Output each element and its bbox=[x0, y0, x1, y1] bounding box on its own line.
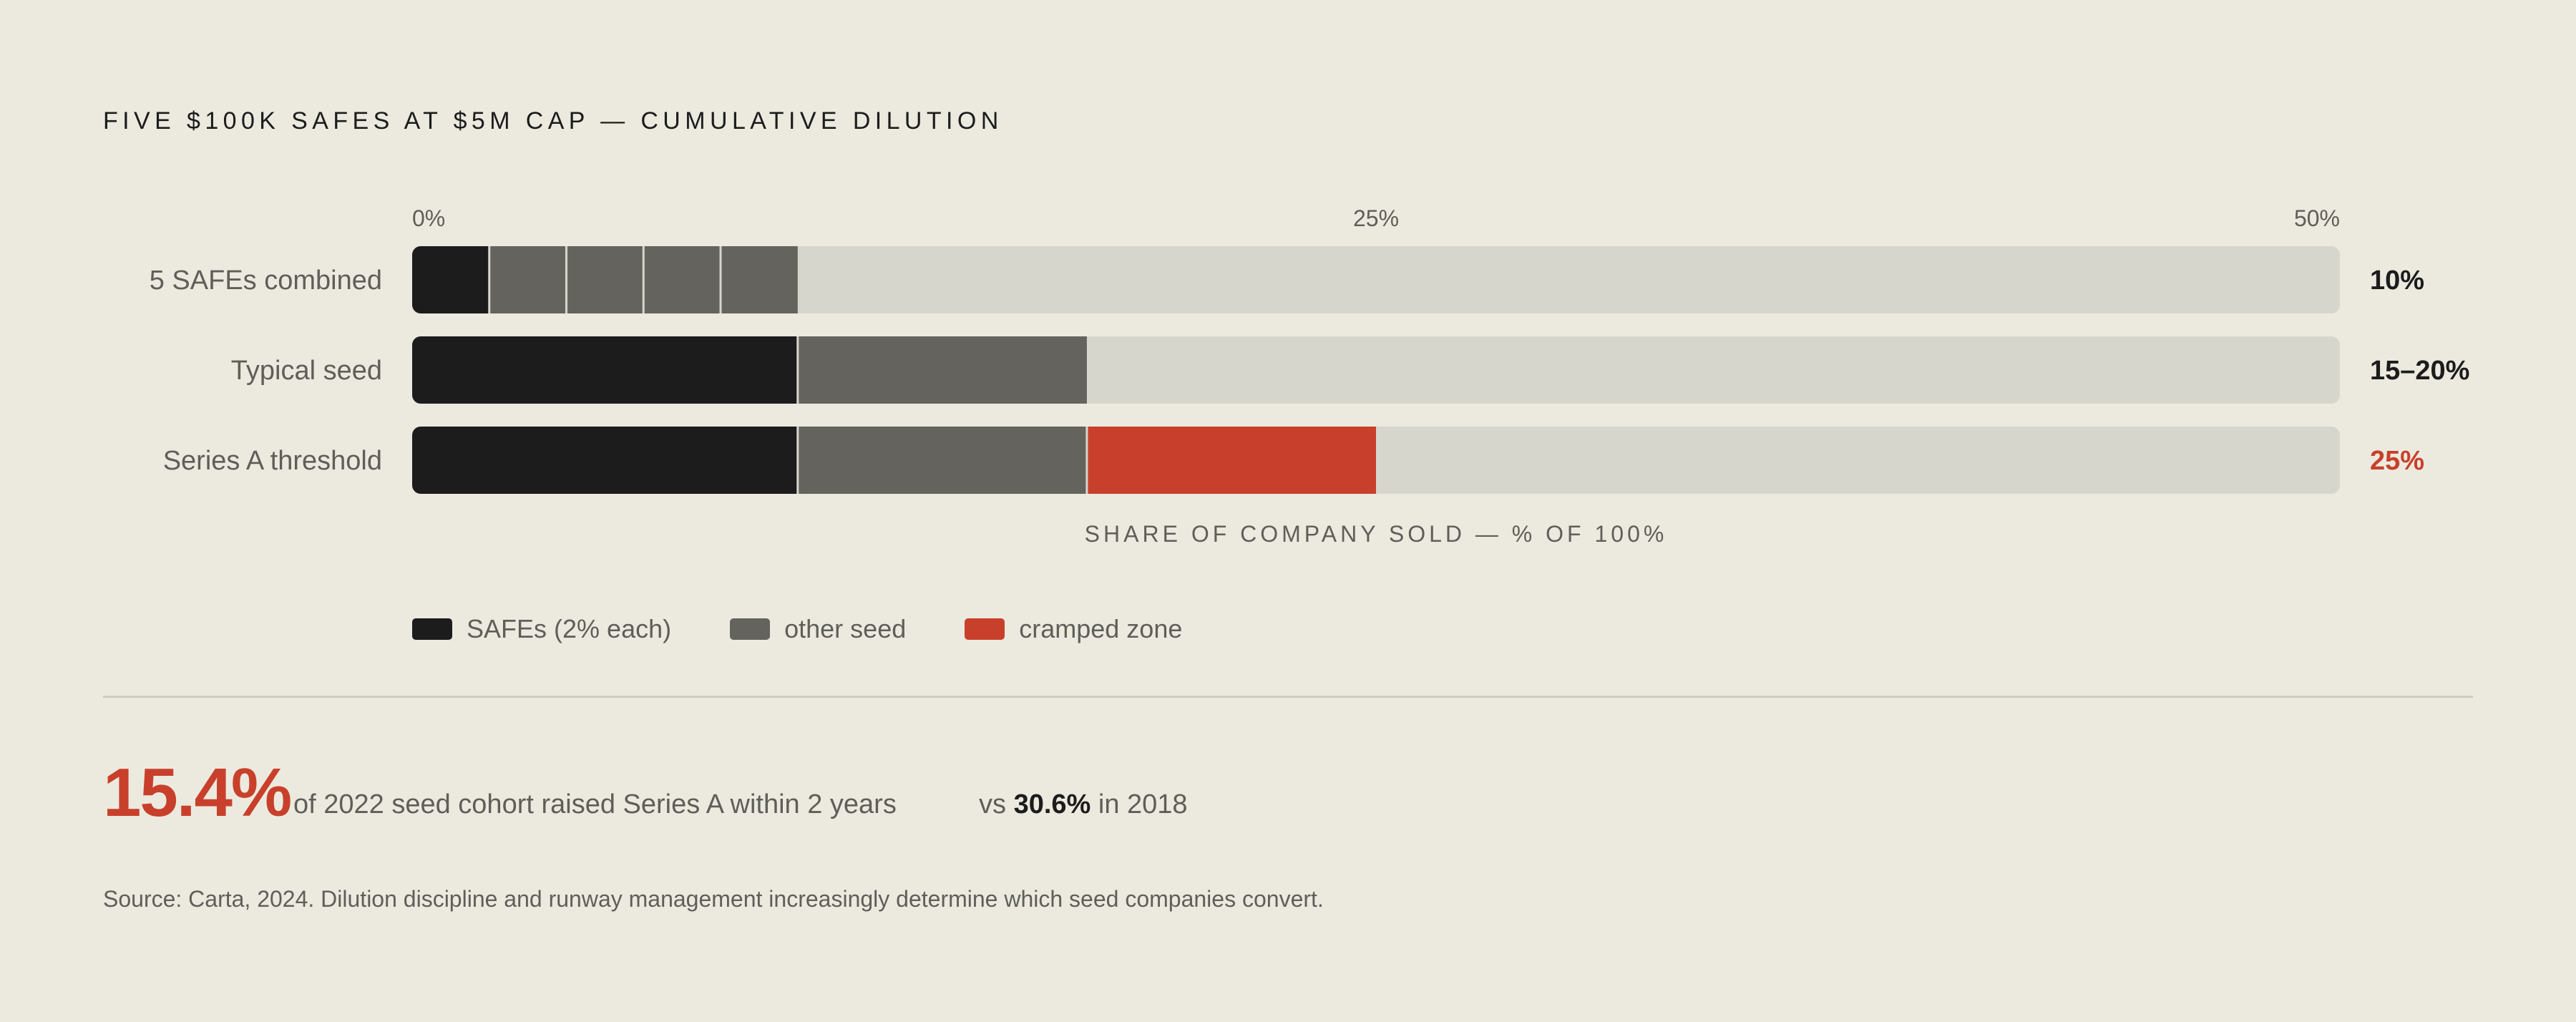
stat-compare-suffix: in 2018 bbox=[1098, 789, 1188, 819]
bar-total-label: 25% bbox=[2370, 446, 2424, 476]
segment-divider bbox=[796, 336, 799, 404]
segment-divider bbox=[719, 246, 722, 313]
bar-segment-safe bbox=[412, 246, 489, 313]
legend-item-safe: SAFEs (2% each) bbox=[412, 614, 671, 644]
bar-total-label: 15–20% bbox=[2370, 356, 2469, 386]
bar-segment-other-seed bbox=[566, 246, 644, 313]
category-label: 5 SAFEs combined bbox=[150, 266, 382, 296]
segment-divider bbox=[488, 246, 491, 313]
stat-value: 15.4% bbox=[103, 754, 292, 831]
legend-swatch-safe bbox=[412, 618, 452, 640]
x-tick-label: 50% bbox=[2294, 205, 2340, 231]
bar-track bbox=[412, 246, 2340, 313]
category-label: Series A threshold bbox=[163, 446, 382, 476]
legend-swatch-cramped bbox=[965, 618, 1005, 640]
legend-item-other-seed: other seed bbox=[730, 614, 906, 644]
stat-comparison: vs 30.6% in 2018 bbox=[979, 787, 1188, 822]
bar-segment-cramped bbox=[1086, 427, 1376, 494]
section-divider bbox=[103, 696, 2473, 698]
bar-segment-other-seed bbox=[797, 336, 1087, 404]
chart-title: FIVE $100K SAFES AT $5M CAP — CUMULATIVE… bbox=[103, 107, 1003, 135]
segment-divider bbox=[642, 246, 645, 313]
bar-segment-other-seed bbox=[721, 246, 798, 313]
bar-segment-other-seed bbox=[643, 246, 721, 313]
x-tick-label: 0% bbox=[412, 205, 445, 231]
bar-segment-other-seed bbox=[797, 427, 1087, 494]
legend-item-cramped: cramped zone bbox=[965, 614, 1182, 644]
segment-divider bbox=[565, 246, 568, 313]
segment-divider bbox=[1085, 427, 1088, 494]
source-note: Source: Carta, 2024. Dilution discipline… bbox=[103, 886, 1324, 912]
x-tick-label: 25% bbox=[1353, 205, 1399, 231]
x-axis-label: SHARE OF COMPANY SOLD — % OF 100% bbox=[1085, 521, 1668, 547]
legend-swatch-other-seed bbox=[730, 618, 771, 640]
stat-compare-prefix: vs bbox=[979, 789, 1006, 819]
legend-label-cramped: cramped zone bbox=[1019, 614, 1183, 643]
bar-total-label: 10% bbox=[2370, 266, 2424, 296]
legend-label-other-seed: other seed bbox=[784, 614, 907, 643]
segment-divider bbox=[796, 427, 799, 494]
bar-segment-safe bbox=[412, 336, 798, 404]
bar-segment-other-seed bbox=[489, 246, 567, 313]
stat-description: of 2022 seed cohort raised Series A with… bbox=[293, 789, 897, 819]
stat-compare-value: 30.6% bbox=[1013, 789, 1091, 819]
legend-label-safe: SAFEs (2% each) bbox=[467, 614, 672, 643]
category-label: Typical seed bbox=[231, 356, 382, 386]
chart-legend: SAFEs (2% each) other seed cramped zone bbox=[412, 614, 1241, 644]
bar-segment-safe bbox=[412, 427, 798, 494]
dilution-chart: 0% 25% 50% 5 SAFEs combined 10% Typical seed 1… bbox=[150, 205, 2470, 547]
